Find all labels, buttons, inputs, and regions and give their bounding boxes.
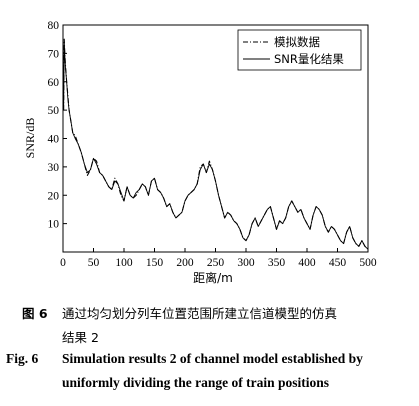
legend-label-simulated: 模拟数据 (274, 35, 320, 49)
x-tick-label: 400 (298, 257, 316, 269)
x-tick-label: 0 (60, 257, 66, 269)
series-layer (63, 38, 369, 250)
caption-en-label: Fig. 6 (6, 351, 39, 366)
ticks-layer: 0 50 100 150 200 250 300 350 400 450 500 10 20 30 40 50… (48, 20, 377, 269)
series-line-quantized (63, 41, 369, 250)
series-line-simulated (63, 38, 369, 250)
caption-cn-label: 图 6 (22, 306, 48, 321)
x-tick-label: 250 (207, 257, 225, 269)
legend: 模拟数据 SNR量化结果 (237, 29, 362, 71)
x-tick-label: 500 (359, 257, 377, 269)
y-axis-label: SNR/dB (23, 118, 37, 159)
x-tick-label: 100 (115, 257, 133, 269)
caption-en-line1: Fig. 6 Simulation results 2 of channel mo… (0, 351, 419, 367)
caption-cn-text2: 结果 2 (62, 330, 99, 345)
y-tick-label: 10 (48, 219, 60, 231)
caption-en-text2: uniformly dividing the range of train po… (62, 375, 330, 390)
y-tick-label: 60 (48, 77, 60, 89)
caption-cn-line1: 图 6 通过均匀划分列车位置范围所建立信道模型的仿真 (0, 303, 419, 322)
x-axis-label: 距离/m (193, 270, 233, 285)
snr-chart: 0 50 100 150 200 250 300 350 400 450 500 10 20 30 40 50… (23, 20, 377, 285)
x-tick-label: 200 (176, 257, 194, 269)
x-tick-label: 350 (268, 257, 286, 269)
x-tick-label: 300 (237, 257, 255, 269)
legend-box (237, 29, 362, 71)
caption-cn-text1: 通过均匀划分列车位置范围所建立信道模型的仿真 (62, 306, 338, 321)
y-tick-label: 30 (48, 162, 60, 174)
y-tick-label: 70 (48, 48, 60, 60)
x-tick-label: 150 (146, 257, 164, 269)
legend-label-quantized: SNR量化结果 (274, 52, 344, 66)
caption-en-text1: Simulation results 2 of channel model es… (62, 351, 363, 366)
caption-cn-line2: 结果 2 (0, 327, 419, 346)
x-tick-label: 50 (88, 257, 100, 269)
y-tick-label: 80 (48, 20, 60, 32)
x-tick-label: 450 (329, 257, 347, 269)
y-tick-label: 20 (48, 190, 60, 202)
caption-en-line2: uniformly dividing the range of train po… (0, 375, 419, 391)
y-tick-label: 40 (48, 134, 60, 146)
y-tick-label: 50 (48, 105, 60, 117)
